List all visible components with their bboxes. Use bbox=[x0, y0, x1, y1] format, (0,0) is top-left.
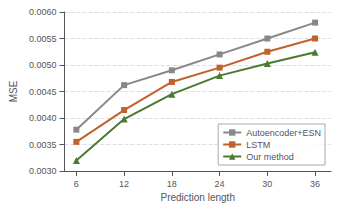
svg-text:0.0055: 0.0055 bbox=[29, 34, 57, 44]
svg-text:12: 12 bbox=[119, 179, 129, 189]
svg-text:Autoencoder+ESN: Autoencoder+ESN bbox=[246, 128, 321, 138]
svg-text:24: 24 bbox=[215, 179, 225, 189]
svg-text:0.0040: 0.0040 bbox=[29, 113, 57, 123]
svg-text:0.0030: 0.0030 bbox=[29, 166, 57, 176]
svg-text:0.0050: 0.0050 bbox=[29, 60, 57, 70]
svg-text:MSE: MSE bbox=[8, 80, 19, 102]
svg-text:30: 30 bbox=[262, 179, 272, 189]
svg-text:6: 6 bbox=[74, 179, 79, 189]
svg-text:Our method: Our method bbox=[246, 152, 294, 162]
svg-text:18: 18 bbox=[167, 179, 177, 189]
svg-text:36: 36 bbox=[310, 179, 320, 189]
svg-text:Prediction length: Prediction length bbox=[160, 192, 235, 203]
svg-text:0.0035: 0.0035 bbox=[29, 140, 57, 150]
svg-text:0.0060: 0.0060 bbox=[29, 7, 57, 17]
svg-text:LSTM: LSTM bbox=[246, 140, 270, 150]
svg-text:0.0045: 0.0045 bbox=[29, 87, 57, 97]
